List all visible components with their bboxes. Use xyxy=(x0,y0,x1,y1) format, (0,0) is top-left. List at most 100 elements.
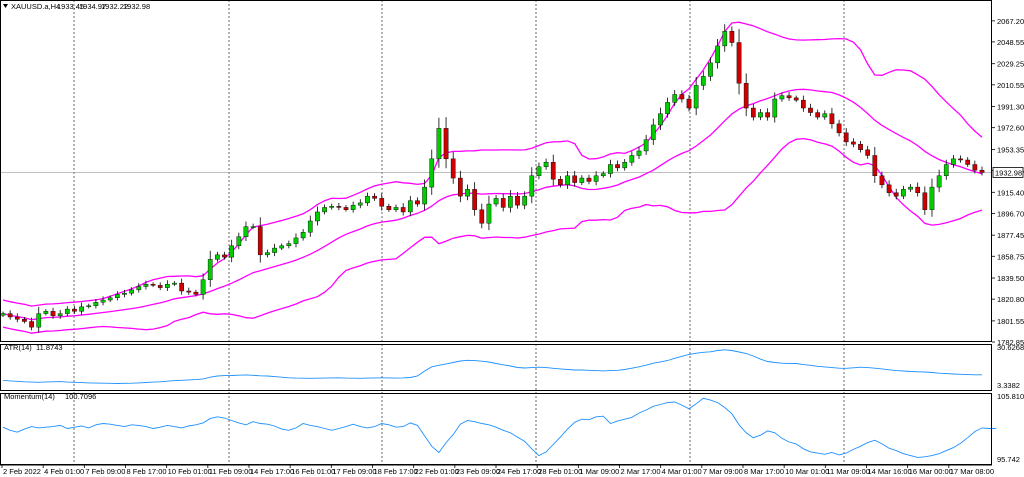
candle-body xyxy=(979,169,985,173)
y-tick-label: 1896.70 xyxy=(997,209,1024,218)
candle-body xyxy=(200,279,206,295)
x-tick-label: 10 Feb 01:00 xyxy=(168,467,212,476)
x-tick-label: 18 Feb 17:00 xyxy=(374,467,418,476)
candle-body xyxy=(565,175,570,186)
candle-body xyxy=(57,313,63,317)
atr-tick-label: 30.6268 xyxy=(997,343,1024,352)
candle-body xyxy=(729,31,735,43)
x-tick-label: 16 Feb 01:00 xyxy=(291,467,335,476)
candle-body xyxy=(779,95,785,100)
bollinger-bands xyxy=(2,21,983,334)
candle-body xyxy=(586,177,592,182)
candle-body xyxy=(758,112,763,118)
candle-body xyxy=(579,177,585,183)
x-tick-label: 7 Mar 09:00 xyxy=(703,467,743,476)
x-tick-label: 14 Feb 17:00 xyxy=(250,467,294,476)
y-tick-label: 1915.40 xyxy=(997,188,1024,197)
candle-body xyxy=(315,211,320,222)
candle-body xyxy=(365,195,370,204)
candle-body xyxy=(265,252,270,256)
vertical-grid xyxy=(0,0,992,465)
atr-label: ATR(14) xyxy=(4,343,32,352)
x-tick-label: 4 Feb 01:00 xyxy=(44,467,84,476)
candle-body xyxy=(679,94,685,100)
candle-body xyxy=(143,284,149,287)
candle-body xyxy=(615,164,620,169)
y-tick-label: 1877.45 xyxy=(997,231,1024,240)
candle-body xyxy=(400,207,406,213)
candle-body xyxy=(908,186,913,190)
candle-body xyxy=(486,203,492,224)
candle-body xyxy=(951,158,956,165)
candle-body xyxy=(393,207,399,210)
candle-body xyxy=(715,45,720,64)
candle-body xyxy=(665,102,670,114)
candle-body xyxy=(851,141,856,145)
candle-body xyxy=(350,204,356,210)
candle-body xyxy=(250,226,256,228)
y-tick-label: 1972.60 xyxy=(997,124,1024,133)
candle-body xyxy=(165,284,170,288)
y-tick-label: 1953.35 xyxy=(997,145,1024,154)
candle-body xyxy=(572,175,578,183)
panel-frame xyxy=(0,0,992,342)
panel-frames xyxy=(0,0,992,465)
y-tick-label: 1801.55 xyxy=(997,317,1024,326)
candle-body xyxy=(300,232,306,239)
candle-body xyxy=(965,159,971,165)
candle-body xyxy=(858,143,863,151)
x-tick-label: 23 Feb 09:00 xyxy=(456,467,500,476)
candle-body xyxy=(243,226,249,237)
candle-body xyxy=(257,226,263,256)
candle-body xyxy=(107,297,113,301)
atr-header: ATR(14) 11.8743 xyxy=(4,343,63,352)
candle-body xyxy=(943,164,949,177)
candle-body xyxy=(293,237,299,244)
candle-body xyxy=(429,158,435,188)
candle-body xyxy=(222,254,227,258)
x-tick-label: 14 Mar 16:00 xyxy=(868,467,912,476)
momentum-tick-label: 105.8102 xyxy=(997,392,1024,401)
x-tick-label: 8 Feb 17:00 xyxy=(127,467,167,476)
momentum-series xyxy=(2,397,997,458)
candle-body xyxy=(215,254,220,260)
candle-body xyxy=(879,175,885,186)
x-tick-label: 11 Feb 09:00 xyxy=(209,467,253,476)
candle-body xyxy=(808,107,813,113)
candle-body xyxy=(22,319,27,322)
candle-body xyxy=(786,95,792,99)
candle-body xyxy=(722,31,728,47)
candle-body xyxy=(272,247,277,253)
candle-body xyxy=(36,313,42,328)
high-value: 1934.97 xyxy=(79,2,106,11)
middle-band xyxy=(2,88,983,321)
candle-body xyxy=(64,308,70,314)
candle-body xyxy=(958,158,963,161)
x-tick-label: 22 Feb 01:00 xyxy=(415,467,459,476)
candle-body xyxy=(286,243,292,247)
candle-body xyxy=(43,311,49,314)
candle-body xyxy=(329,206,335,208)
candle-body xyxy=(372,195,377,199)
collapse-triangle-icon[interactable] xyxy=(3,4,8,8)
candle-body xyxy=(929,186,935,210)
candle-body xyxy=(100,299,106,303)
candle-body xyxy=(422,186,427,205)
x-tick-label: 17 Mar 08:00 xyxy=(950,467,994,476)
candle-body xyxy=(558,178,563,186)
candle-body xyxy=(336,206,342,208)
candle-body xyxy=(72,308,77,312)
candle-body xyxy=(157,285,163,288)
atr-series xyxy=(2,349,982,384)
candle-body xyxy=(636,150,642,156)
candle-body xyxy=(765,112,770,118)
candle-body xyxy=(357,202,363,206)
candle-body xyxy=(736,42,742,84)
x-tick-label: 2 Feb 2022 xyxy=(3,467,41,476)
candle-body xyxy=(593,175,599,182)
atr-line xyxy=(2,349,982,384)
x-tick-label: 4 Mar 01:00 xyxy=(662,467,702,476)
candle-body xyxy=(865,149,871,156)
candle-body xyxy=(136,286,142,291)
